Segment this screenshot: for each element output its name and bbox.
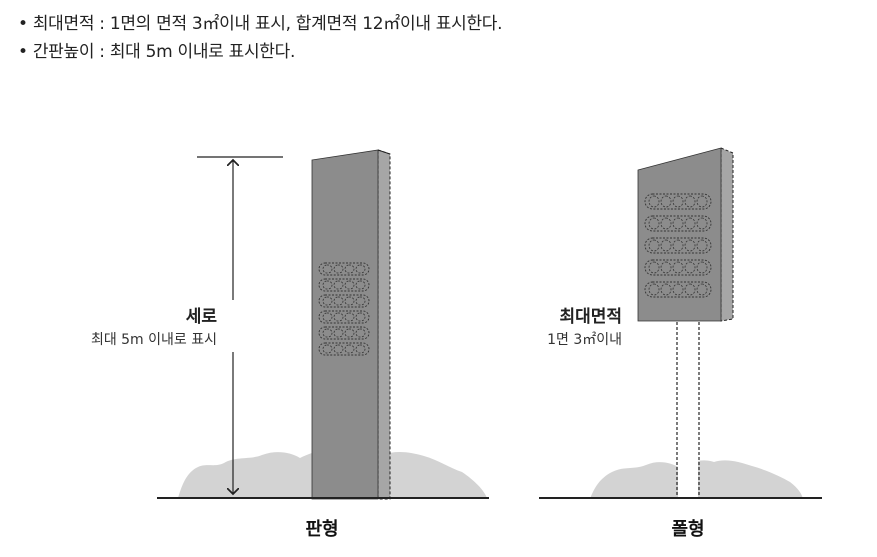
bullet-max-area: • 최대면적 : 1면의 면적 3㎡이내 표시, 합계면적 12㎡이내 표시한다…	[18, 14, 503, 34]
height-note: 최대 5m 이내로 표시	[91, 332, 217, 348]
panel-sign-side	[377, 149, 391, 500]
bullet-list: • 최대면적 : 1면의 면적 3㎡이내 표시, 합계면적 12㎡이내 표시한다…	[18, 10, 503, 66]
pole-sign-caption: 폴형	[671, 519, 704, 540]
area-note: 1면 3㎡이내	[547, 332, 622, 348]
panel-sign-caption: 판형	[305, 519, 338, 540]
panel-sign-figure	[56, 149, 489, 500]
bullet-sign-height: • 간판높이 : 최대 5m 이내로 표시한다.	[18, 42, 296, 62]
pole-sign-side	[720, 147, 734, 322]
panel-sign-text-pattern	[318, 262, 370, 356]
area-label: 최대면적	[559, 307, 622, 327]
pole-sign-face	[637, 147, 722, 322]
panel-sign-face	[311, 149, 379, 500]
pole-sign-figure	[539, 147, 822, 499]
pole-sign-text-pattern	[644, 193, 712, 298]
height-label: 세로	[186, 307, 218, 327]
